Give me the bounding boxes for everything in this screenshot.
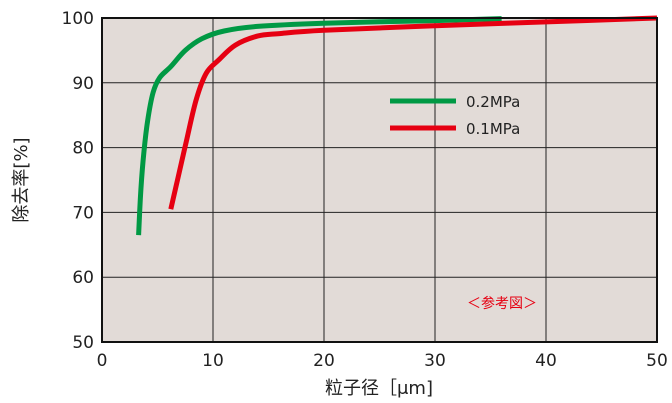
- series-line-0-2mpa: [136, 16, 502, 236]
- y-axis-title: 除去率[%]: [11, 137, 32, 222]
- x-tick-label: 40: [535, 351, 557, 371]
- plot-frame: [101, 17, 658, 343]
- y-tick-label: 60: [72, 268, 94, 288]
- grid: [102, 18, 657, 342]
- legend: 0.2MPa 0.1MPa: [390, 93, 520, 138]
- legend-label-0-2mpa: 0.2MPa: [466, 93, 520, 111]
- y-tick-label: 70: [72, 203, 94, 223]
- y-tick-label: 100: [62, 9, 94, 29]
- y-tick-label: 90: [72, 74, 94, 94]
- x-tick-label: 0: [97, 351, 108, 371]
- x-tick-label: 20: [313, 351, 335, 371]
- tick-labels: 0 10 20 30 40 50 50 60 70 80 90 100: [62, 9, 668, 371]
- x-tick-label: 50: [646, 351, 668, 371]
- legend-label-0-1mpa: 0.1MPa: [466, 120, 520, 138]
- plot-area: [102, 18, 657, 342]
- x-tick-label: 10: [202, 351, 224, 371]
- y-tick-label: 80: [72, 139, 94, 159]
- series-layer: [136, 15, 658, 236]
- x-axis-title: 粒子径［μm]: [325, 378, 433, 399]
- series-line-0-1mpa: [168, 15, 658, 210]
- y-tick-label: 50: [72, 333, 94, 353]
- reference-note: ＜参考図＞: [467, 295, 537, 312]
- x-tick-label: 30: [424, 351, 446, 371]
